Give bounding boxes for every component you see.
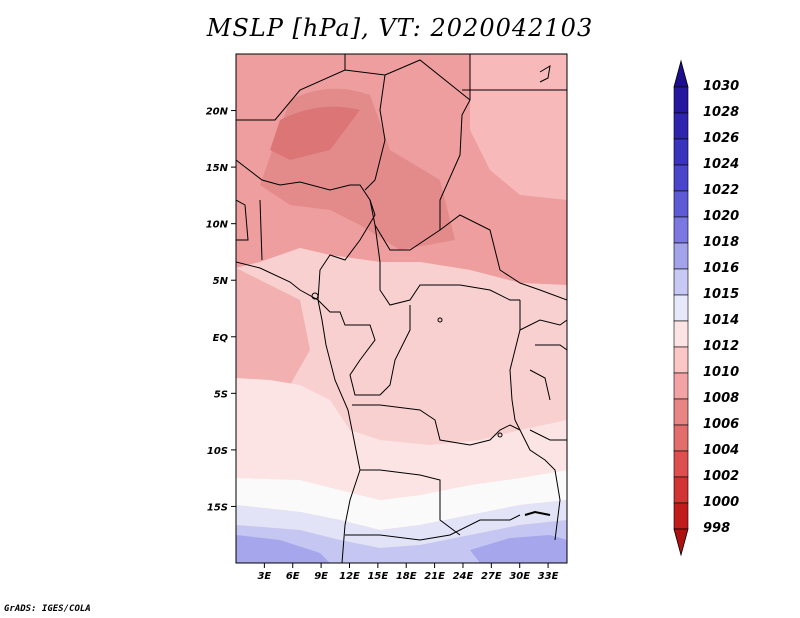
colorbar-label: 1002 [703, 469, 740, 484]
lat-label: 15N [206, 163, 229, 174]
border-south-sudan [439, 214, 567, 301]
colorbar-label: 1012 [703, 339, 740, 354]
border-namibia [345, 514, 521, 541]
colorbar-segment [673, 346, 689, 374]
border-chad [369, 59, 471, 251]
contour-1015 [236, 500, 567, 548]
lon-label: 6E [286, 571, 300, 582]
colorbar-segment [673, 242, 689, 270]
colorbar-label: 1030 [703, 79, 740, 94]
colorbar-segment [673, 86, 689, 114]
border-car [374, 224, 520, 306]
colorbar-segment [673, 112, 689, 140]
border-benin [236, 199, 249, 241]
lat-label: 10S [207, 446, 228, 457]
contour-1012 [236, 378, 567, 500]
bioko-island [311, 292, 319, 300]
colorbar-segment [673, 450, 689, 478]
lon-label: 12E [339, 571, 360, 582]
border-rift [509, 300, 561, 541]
lake-kariba [524, 510, 551, 516]
colorbar-label: 1000 [703, 495, 740, 510]
colorbar-label: 1022 [703, 183, 740, 198]
colorbar-label: 1016 [703, 261, 740, 276]
colorbar-label: 1015 [703, 287, 740, 302]
country-borders [236, 54, 567, 563]
colorbar-label: 1010 [703, 365, 740, 380]
lon-label: 24E [453, 571, 474, 582]
colorbar-label: 1008 [703, 391, 740, 406]
contour-1014 [236, 470, 567, 530]
colorbar-label: 1018 [703, 235, 740, 250]
colorbar-segment [673, 476, 689, 504]
border-drc-angola [352, 404, 521, 446]
lat-label: 20N [206, 107, 229, 118]
colorbar-segment [673, 424, 689, 452]
colorbar [673, 59, 689, 557]
border-congo [317, 299, 411, 396]
colorbar-label: 1020 [703, 209, 740, 224]
contour-1009-west [236, 268, 310, 385]
lon-label: 15E [367, 571, 388, 582]
map-title: MSLP [hPa], VT: 2020042103 [206, 14, 594, 42]
colorbar-segment [673, 216, 689, 244]
lat-label: EQ [213, 333, 229, 344]
colorbar-segment [673, 190, 689, 218]
contour-1006 [270, 106, 360, 160]
colorbar-segment [673, 398, 689, 426]
lat-label: 10N [206, 220, 229, 231]
pressure-field [236, 54, 567, 563]
latitude-axis: 20N 15N 10N 5N EQ 5S 10S 15S [206, 107, 236, 513]
colorbar-label: 1024 [703, 157, 740, 172]
colorbar-label: 1028 [703, 105, 740, 120]
contour-1018-se [470, 535, 567, 563]
lon-label: 21E [424, 571, 445, 582]
lon-label: 9E [314, 571, 328, 582]
lat-label: 5N [213, 276, 229, 287]
colorbar-segment [673, 502, 689, 530]
credit-text: GrADS: IGES/COLA [4, 604, 91, 614]
colorbar-top-arrow [673, 59, 689, 88]
colorbar-segment [673, 268, 689, 296]
colorbar-label: 1006 [703, 417, 740, 432]
colorbar-label: 1014 [703, 313, 740, 328]
colorbar-segment [673, 164, 689, 192]
border-nigeria [236, 159, 376, 301]
colorbar-label: 1026 [703, 131, 740, 146]
longitude-axis: 3E 6E 9E 12E 15E 18E 21E 24E 27E 30E 33E [257, 563, 559, 582]
lake-nasser [539, 65, 551, 83]
border-angola-zambia [360, 469, 461, 536]
coastline-west [236, 261, 361, 563]
lon-label: 3E [257, 571, 271, 582]
lat-label: 15S [207, 502, 228, 513]
lat-label: 5S [214, 389, 228, 400]
lon-label: 33E [538, 571, 559, 582]
colorbar-label: 1004 [703, 443, 740, 458]
colorbar-segment [673, 372, 689, 400]
colorbar-segment [673, 294, 689, 322]
contour-1018-sw [236, 535, 330, 563]
colorbar-bottom-arrow [673, 528, 689, 557]
colorbar-segment [673, 320, 689, 348]
lon-label: 30E [509, 571, 530, 582]
map-frame [235, 53, 568, 564]
colorbar-segment [673, 138, 689, 166]
lon-label: 27E [481, 571, 502, 582]
colorbar-label: 998 [703, 521, 731, 536]
lon-label: 18E [396, 571, 417, 582]
